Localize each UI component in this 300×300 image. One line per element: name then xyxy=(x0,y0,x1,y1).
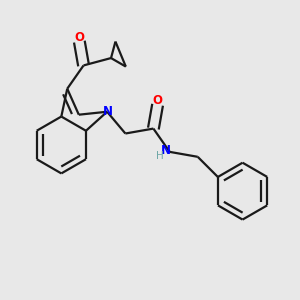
Text: N: N xyxy=(103,105,113,118)
Text: H: H xyxy=(157,151,164,161)
Text: O: O xyxy=(74,31,84,44)
Text: N: N xyxy=(161,144,171,158)
Text: O: O xyxy=(153,94,163,107)
